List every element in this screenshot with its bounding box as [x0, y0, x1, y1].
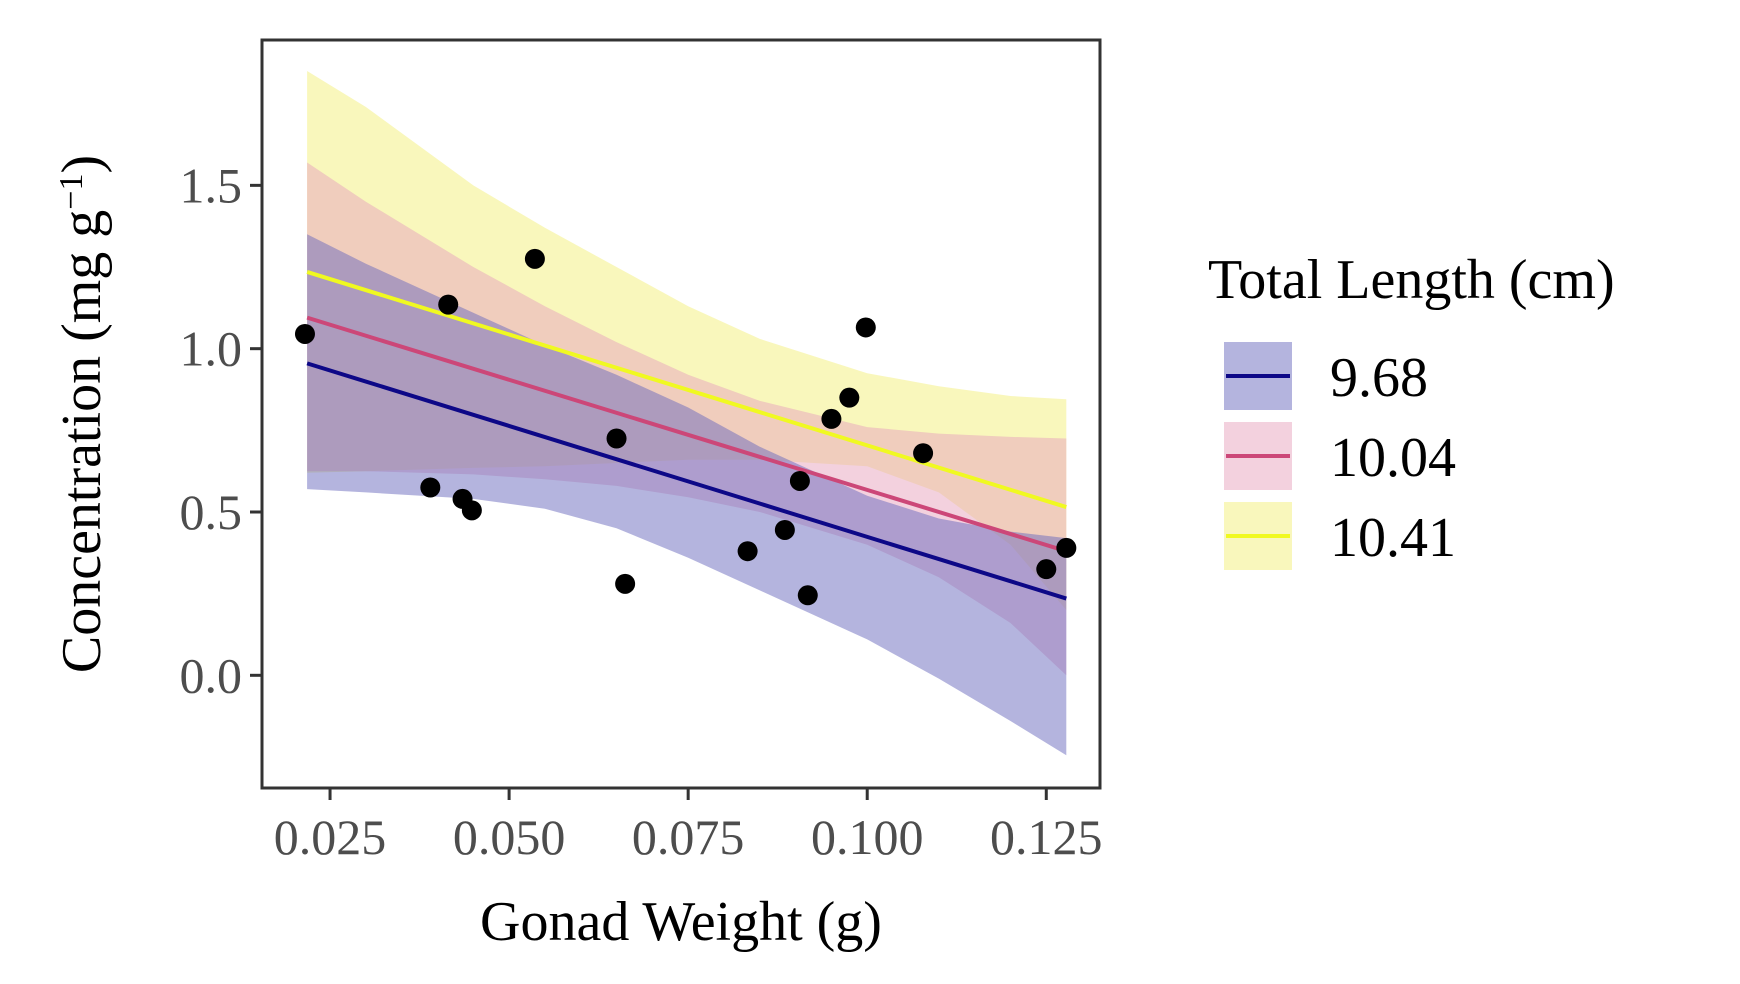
fit-lines	[306, 270, 1067, 601]
data-points	[294, 248, 1077, 606]
data-point	[438, 294, 459, 315]
y-tick-label: 1.5	[180, 157, 243, 213]
data-point	[913, 443, 934, 464]
y-axis-title-superscript: −1	[53, 174, 90, 210]
legend: Total Length (cm) 9.68 10.04 10.41	[1208, 249, 1615, 570]
legend-label: 10.41	[1330, 507, 1456, 569]
y-tick-label: 0.5	[180, 484, 243, 540]
y-axis-title: Concentration (mg g−1)	[51, 155, 113, 673]
x-axis-title: Gonad Weight (g)	[480, 891, 882, 953]
band-10.41	[307, 71, 1067, 610]
y-tick-label: 0.0	[180, 647, 243, 703]
legend-title: Total Length (cm)	[1208, 249, 1615, 311]
fit-line-10.04	[306, 315, 1067, 554]
x-tick-label: 0.050	[453, 809, 566, 865]
confidence-bands	[307, 71, 1067, 756]
data-point	[1036, 559, 1057, 580]
data-point	[1056, 537, 1077, 558]
data-point	[774, 519, 795, 540]
legend-label: 9.68	[1330, 347, 1428, 409]
data-point	[524, 248, 545, 269]
plot-border	[260, 38, 1102, 790]
y-axis-title-main: Concentration (mg g	[51, 210, 113, 673]
data-point	[821, 408, 842, 429]
x-tick-label: 0.125	[990, 809, 1103, 865]
data-point	[737, 541, 758, 562]
y-axis-ticks: 0.0 0.5 1.0 1.5	[180, 157, 262, 703]
band-9.68	[307, 234, 1067, 756]
data-point	[839, 387, 860, 408]
y-axis-title-close: )	[51, 155, 113, 174]
fit-line-10.41	[306, 270, 1067, 510]
data-point	[615, 573, 636, 594]
fit-line-9.68	[306, 361, 1067, 601]
data-point	[420, 477, 441, 498]
legend-label: 10.04	[1330, 427, 1456, 489]
legend-keys: 9.68 10.04 10.41	[1224, 342, 1456, 570]
data-point	[789, 470, 810, 491]
x-axis-ticks: 0.025 0.050 0.075 0.100 0.125	[274, 788, 1103, 865]
data-point	[606, 428, 627, 449]
y-tick-label: 1.0	[180, 321, 243, 377]
x-tick-label: 0.075	[632, 809, 745, 865]
x-tick-label: 0.025	[274, 809, 387, 865]
data-point	[461, 500, 482, 521]
data-point	[797, 585, 818, 606]
data-point	[855, 317, 876, 338]
data-point	[294, 323, 315, 344]
x-tick-label: 0.100	[811, 809, 924, 865]
